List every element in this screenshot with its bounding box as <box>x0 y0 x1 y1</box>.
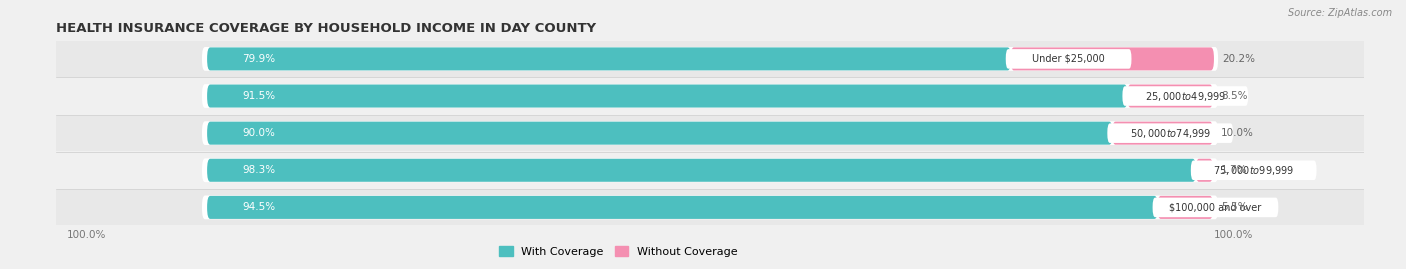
FancyBboxPatch shape <box>202 196 1218 219</box>
FancyBboxPatch shape <box>1122 86 1249 106</box>
FancyBboxPatch shape <box>202 121 1218 145</box>
Text: $25,000 to $49,999: $25,000 to $49,999 <box>1144 90 1226 102</box>
FancyBboxPatch shape <box>207 159 1197 182</box>
FancyBboxPatch shape <box>207 196 1157 219</box>
FancyBboxPatch shape <box>207 122 1112 145</box>
Bar <box>56 190 1364 225</box>
FancyBboxPatch shape <box>207 84 1128 108</box>
FancyBboxPatch shape <box>1157 196 1213 219</box>
FancyBboxPatch shape <box>1197 159 1213 182</box>
Text: 1.7%: 1.7% <box>1220 165 1247 175</box>
Text: 79.9%: 79.9% <box>242 54 276 64</box>
Text: $50,000 to $74,999: $50,000 to $74,999 <box>1129 127 1211 140</box>
Bar <box>56 153 1364 188</box>
Text: 98.3%: 98.3% <box>242 165 276 175</box>
FancyBboxPatch shape <box>1128 84 1213 108</box>
Text: 20.2%: 20.2% <box>1222 54 1256 64</box>
Text: Under $25,000: Under $25,000 <box>1032 54 1105 64</box>
FancyBboxPatch shape <box>1005 49 1132 69</box>
Legend: With Coverage, Without Coverage: With Coverage, Without Coverage <box>495 242 742 261</box>
FancyBboxPatch shape <box>202 47 1218 71</box>
FancyBboxPatch shape <box>1108 123 1233 143</box>
Text: 10.0%: 10.0% <box>1220 128 1254 138</box>
FancyBboxPatch shape <box>1191 161 1316 180</box>
FancyBboxPatch shape <box>1153 198 1278 217</box>
Text: $75,000 to $99,999: $75,000 to $99,999 <box>1213 164 1295 177</box>
Text: $100,000 and over: $100,000 and over <box>1170 202 1261 213</box>
Bar <box>56 115 1364 151</box>
Text: 5.5%: 5.5% <box>1220 202 1247 213</box>
FancyBboxPatch shape <box>1112 122 1213 145</box>
Text: Source: ZipAtlas.com: Source: ZipAtlas.com <box>1288 8 1392 18</box>
Text: 91.5%: 91.5% <box>242 91 276 101</box>
Text: 90.0%: 90.0% <box>242 128 276 138</box>
Bar <box>56 41 1364 77</box>
Text: 8.5%: 8.5% <box>1220 91 1247 101</box>
Text: HEALTH INSURANCE COVERAGE BY HOUSEHOLD INCOME IN DAY COUNTY: HEALTH INSURANCE COVERAGE BY HOUSEHOLD I… <box>56 22 596 35</box>
FancyBboxPatch shape <box>202 84 1218 108</box>
Bar <box>56 78 1364 114</box>
FancyBboxPatch shape <box>202 158 1218 182</box>
FancyBboxPatch shape <box>207 47 1011 70</box>
Text: 94.5%: 94.5% <box>242 202 276 213</box>
FancyBboxPatch shape <box>1011 47 1213 70</box>
